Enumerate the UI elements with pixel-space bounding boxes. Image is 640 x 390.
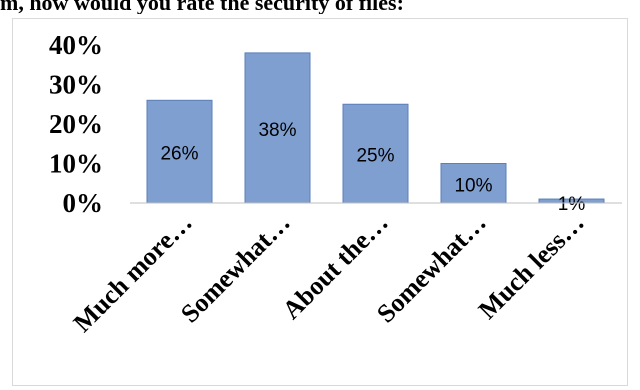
y-tick-label: 20% [49,109,103,139]
category-label: Much more… [68,208,198,338]
chart-frame [12,18,628,386]
bar [440,163,507,204]
data-label: 10% [454,175,492,196]
y-tick-label: 10% [49,149,103,179]
data-label: 38% [258,120,296,141]
y-tick-label: 40% [49,30,103,60]
category-label: Much less… [473,208,590,325]
data-label: 26% [160,144,198,165]
y-tick-label: 30% [49,70,103,100]
chart-title: m, how would you rate the security of fi… [0,0,404,14]
data-label: 1% [558,194,586,215]
data-label: 25% [356,146,394,167]
y-tick-label: 0% [63,188,104,218]
bar [244,52,311,204]
